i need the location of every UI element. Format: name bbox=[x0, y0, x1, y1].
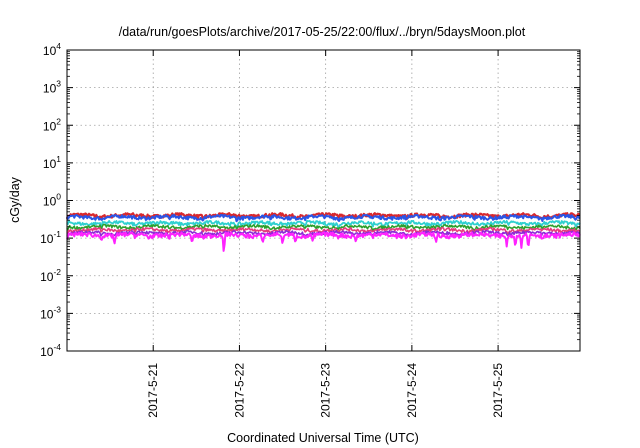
chart-title: /data/run/goesPlots/archive/2017-05-25/2… bbox=[119, 25, 526, 39]
x-axis-label: Coordinated Universal Time (UTC) bbox=[227, 431, 419, 445]
series-line-3 bbox=[66, 219, 581, 229]
y-tick-label: 102 bbox=[43, 116, 61, 133]
x-tick-label: 2017-5-23 bbox=[319, 363, 333, 418]
y-tick-label: 103 bbox=[43, 79, 61, 96]
x-tick-label: 2017-5-21 bbox=[146, 363, 160, 418]
y-tick-labels: 104 103 102 101 100 10-1 10-2 10-3 10-4 bbox=[40, 41, 61, 359]
x-tick-label: 2017-5-25 bbox=[491, 363, 505, 418]
y-tick-label: 10-3 bbox=[40, 304, 61, 321]
y-axis-label: cGy/day bbox=[8, 176, 22, 223]
x-tick-label: 2017-5-22 bbox=[232, 363, 246, 418]
y-tick-label: 10-4 bbox=[40, 342, 61, 359]
y-tick-label: 104 bbox=[43, 41, 61, 58]
series-line-4 bbox=[66, 223, 581, 232]
grid-lines bbox=[67, 50, 580, 351]
axis-ticks bbox=[67, 49, 580, 352]
y-tick-label: 10-2 bbox=[40, 267, 61, 284]
series-line-5 bbox=[66, 226, 581, 235]
series-lines bbox=[65, 212, 581, 252]
y-tick-label: 100 bbox=[43, 192, 61, 209]
y-tick-label: 101 bbox=[43, 154, 61, 171]
x-tick-label: 2017-5-24 bbox=[405, 363, 419, 418]
y-tick-label: 10-1 bbox=[40, 229, 61, 246]
series-line-7 bbox=[66, 231, 581, 252]
series-line-2 bbox=[66, 213, 581, 223]
x-tick-labels: 2017-5-21 2017-5-22 2017-5-23 2017-5-24 2017… bbox=[146, 363, 505, 418]
